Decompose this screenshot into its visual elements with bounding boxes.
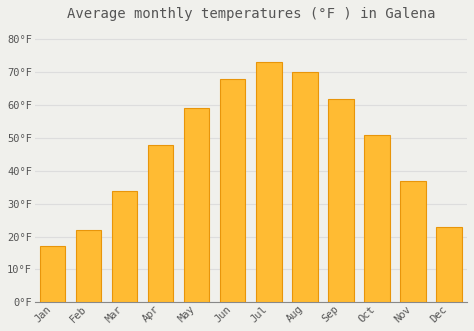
Bar [76, 230, 101, 302]
Bar [112, 191, 137, 302]
Bar [148, 145, 173, 302]
Bar [292, 72, 318, 302]
Bar [401, 181, 426, 302]
Bar [40, 247, 65, 302]
Bar [184, 109, 210, 302]
Bar [256, 63, 282, 302]
Bar [437, 227, 462, 302]
Bar [220, 79, 246, 302]
Bar [365, 135, 390, 302]
Title: Average monthly temperatures (°F ) in Galena: Average monthly temperatures (°F ) in Ga… [67, 7, 435, 21]
Bar [328, 99, 354, 302]
